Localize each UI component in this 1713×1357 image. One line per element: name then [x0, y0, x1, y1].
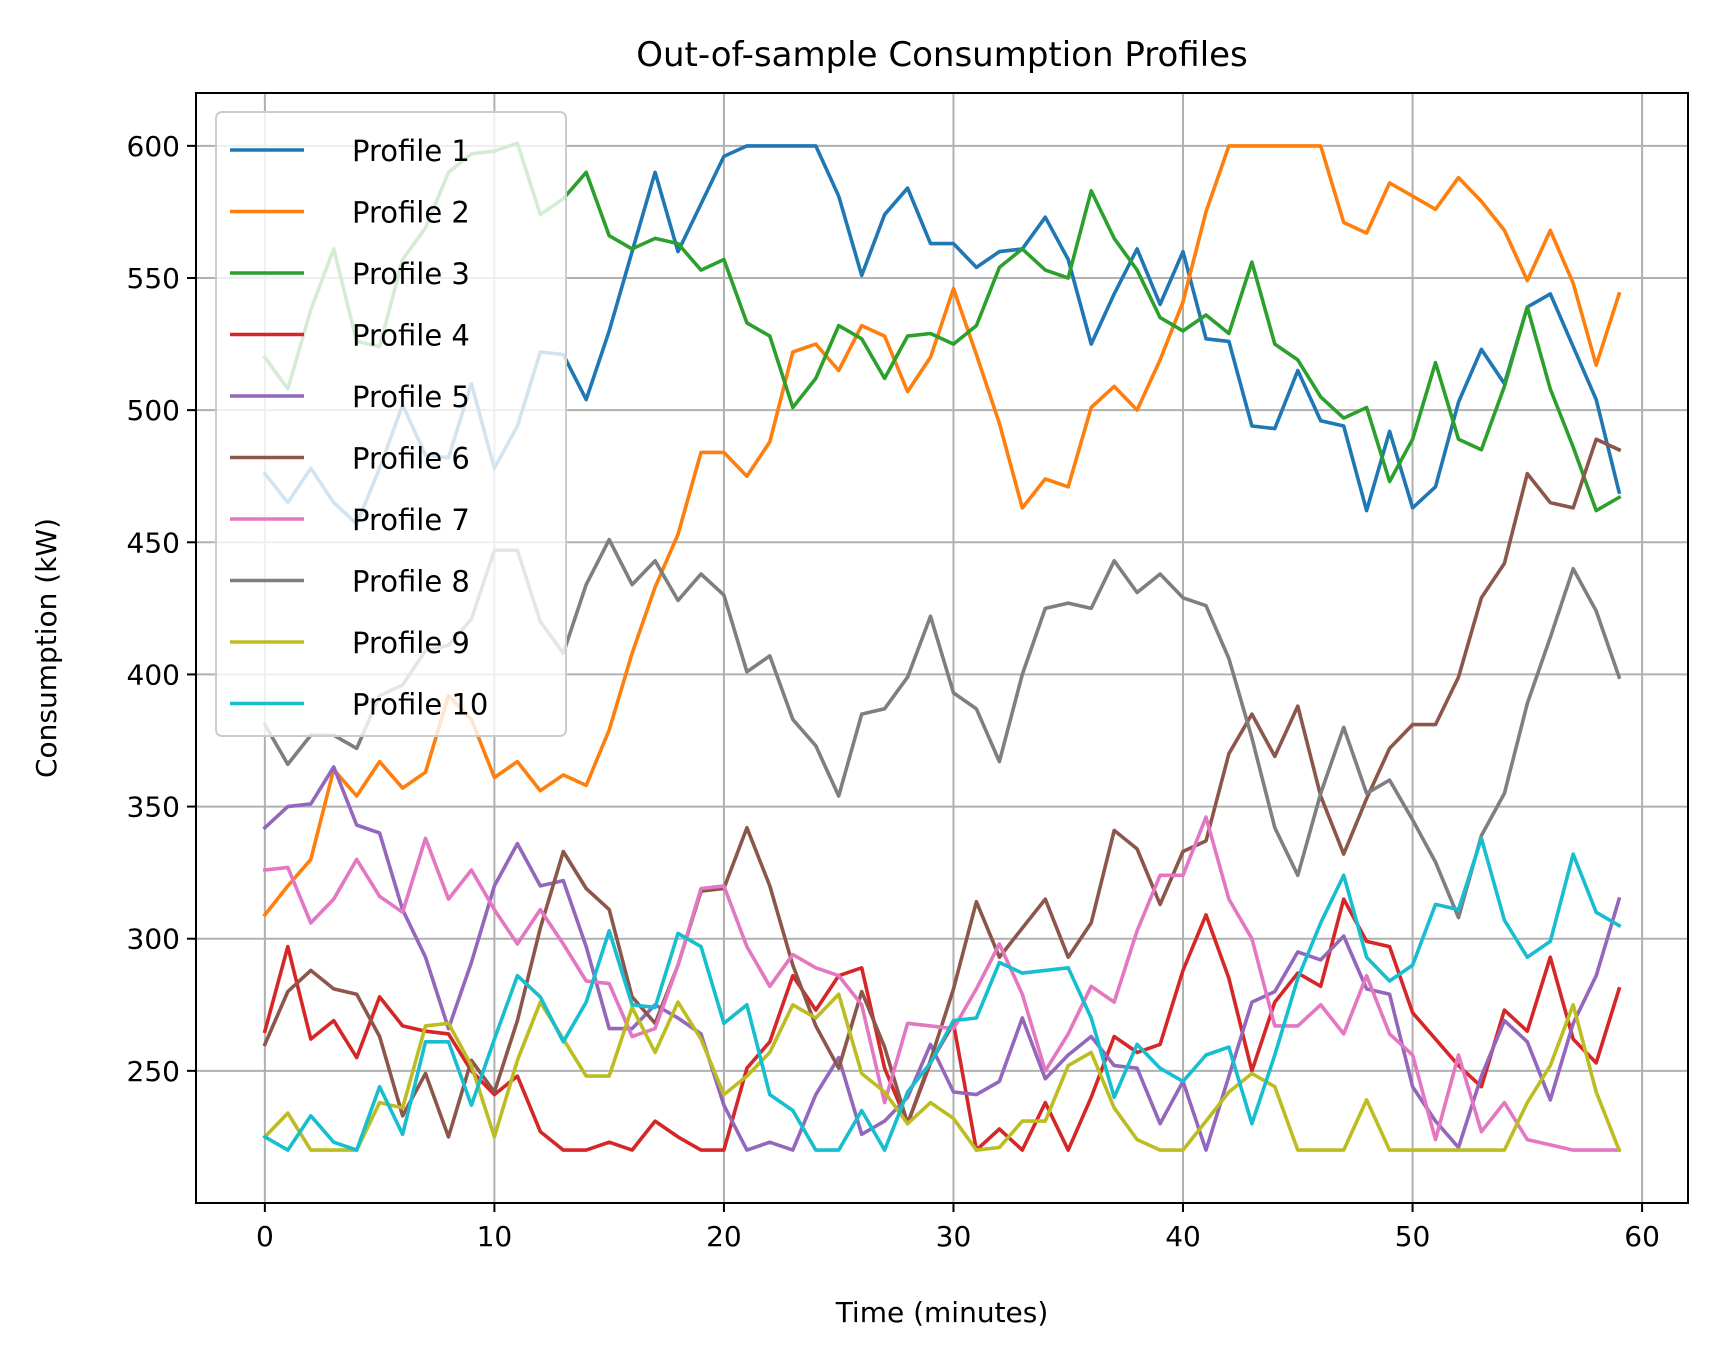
x-tick-label: 50	[1395, 1220, 1431, 1253]
series-line-profile-10	[262, 836, 1622, 1152]
series-line-profile-5	[262, 765, 1622, 1152]
x-tick-label: 30	[936, 1220, 972, 1253]
y-axis-label: Consumption (kW)	[30, 518, 63, 778]
legend-label-profile-4: Profile 4	[352, 319, 470, 353]
legend: Profile 1 Profile 2 Profile 3 Profile 4 Prof…	[215, 111, 567, 737]
legend-label-profile-7: Profile 7	[352, 503, 470, 537]
y-tick-label: 300	[127, 923, 180, 956]
x-tick-label: 40	[1165, 1220, 1201, 1253]
grid-layer	[196, 93, 1688, 1203]
y-tick-label: 500	[127, 394, 180, 427]
legend-label-profile-1: Profile 1	[352, 134, 470, 168]
series-line-profile-9	[262, 992, 1622, 1153]
x-tick-label: 0	[256, 1220, 274, 1253]
y-tick-label: 250	[127, 1055, 180, 1088]
legend-label-profile-9: Profile 9	[352, 626, 470, 660]
x-axis-label: Time (minutes)	[835, 1296, 1049, 1329]
legend-label-profile-3: Profile 3	[352, 257, 470, 291]
legend-label-profile-5: Profile 5	[352, 380, 470, 414]
series-line-profile-2	[262, 144, 1622, 918]
x-tick-label: 60	[1624, 1220, 1660, 1253]
ticks-layer: 0 10 20 30 40 50 60 250 300 350 400 450 500 550 600	[127, 130, 1660, 1253]
x-tick-label: 20	[706, 1220, 742, 1253]
x-tick-label: 10	[477, 1220, 513, 1253]
series-line-profile-6	[262, 437, 1622, 1139]
plot-frame	[195, 92, 1689, 1204]
legend-label-profile-8: Profile 8	[352, 565, 470, 599]
series-line-profile-7	[262, 815, 1621, 1152]
y-tick-label: 600	[127, 130, 180, 163]
chart-title: Out-of-sample Consumption Profiles	[636, 35, 1248, 75]
y-tick-label: 450	[127, 526, 180, 559]
legend-label-profile-10: Profile 10	[352, 688, 488, 722]
legend-label-profile-6: Profile 6	[352, 442, 470, 476]
y-tick-label: 350	[127, 791, 180, 824]
y-tick-label: 400	[127, 658, 180, 691]
y-tick-label: 550	[127, 262, 180, 295]
legend-label-profile-2: Profile 2	[352, 196, 470, 230]
